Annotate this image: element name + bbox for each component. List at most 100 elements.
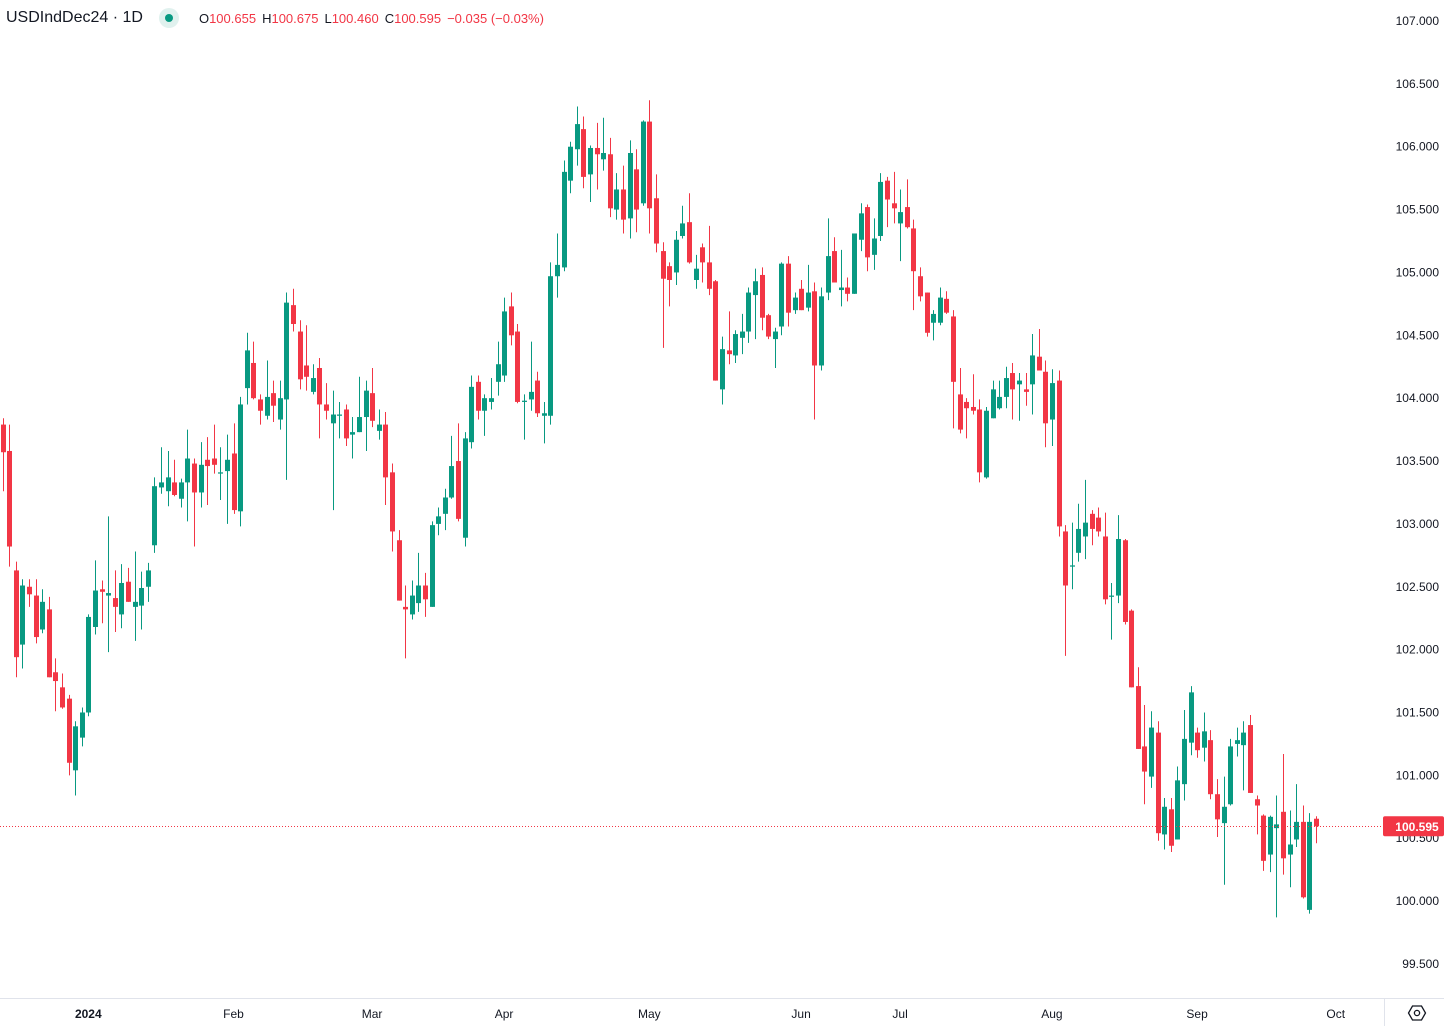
candle [1030,334,1035,415]
candle [449,435,454,499]
candle [271,380,276,423]
candle [212,424,217,474]
candle [839,249,844,307]
candle-body [185,458,190,483]
candle-body [674,239,679,273]
price-tick-label: 102.500 [1396,580,1440,594]
candle-body [1195,732,1200,751]
candle [291,288,296,332]
candle-body [555,264,560,277]
candle [522,394,527,440]
price-tick-label: 106.500 [1396,77,1440,91]
candle [654,174,659,253]
candle [383,412,388,506]
candle [225,434,230,524]
candle [1189,686,1194,756]
candle [509,292,514,346]
candle [799,279,804,311]
candle-body [746,292,751,332]
candle-body [1030,355,1035,385]
candle-body [1010,373,1015,390]
candle-body [1307,821,1312,910]
candle [535,371,540,418]
candle-body [126,581,131,602]
candle-body [469,386,474,443]
candle [958,367,963,434]
time-tick-label: 2024 [75,1007,102,1021]
candle-body [383,424,388,478]
symbol-title[interactable]: USDIndDec24 · 1D [6,9,143,26]
candle-body [1,424,6,453]
candle-body [476,381,481,411]
candle-body [1215,794,1220,820]
close-label: C [384,10,395,26]
candle-body [304,365,309,377]
candle-body [278,398,283,420]
candle [1043,360,1048,448]
time-tick-label: May [638,1007,661,1021]
candle [971,374,976,415]
candle [1235,727,1240,757]
candle [324,383,329,420]
candle [1195,727,1200,758]
candle [1103,512,1108,605]
candle [1301,805,1306,899]
price-tick-label: 103.000 [1396,517,1440,531]
time-tick-label: Sep [1186,1007,1208,1021]
candle-body [522,400,527,402]
price-tick-label: 101.000 [1396,768,1440,782]
candle-body [265,396,270,416]
candle [991,380,996,419]
candle [727,311,732,365]
candle-body [364,390,369,418]
candle-body [1169,809,1174,846]
candle-body [958,394,963,430]
candle [1162,797,1167,850]
candle [350,417,355,459]
candle [997,380,1002,410]
candle [700,243,705,283]
candle-body [773,331,778,340]
candle-body [911,228,916,272]
candle [443,488,448,531]
candle-body [832,251,837,283]
price-tick-label: 102.000 [1396,643,1440,657]
candle [1116,515,1121,604]
candle [568,141,573,194]
candle-body [984,410,989,478]
candle [865,204,870,272]
change-value: −0.035 (−0.03%) [447,10,544,26]
candle-body [898,212,903,224]
candle [1175,766,1180,840]
candle-body [1103,536,1108,600]
time-axis[interactable]: 2024 Feb Mar Apr May Jun Jul Aug Sep Oct [75,1007,1346,1021]
candle [469,375,474,449]
candle [1169,797,1174,853]
candle [760,267,765,331]
price-tick-label: 105.500 [1396,203,1440,217]
candle-body [73,726,78,771]
candle [456,423,461,522]
candle-body [47,609,52,678]
settings-hexagon-icon[interactable] [1407,1003,1427,1023]
price-tick-label: 104.500 [1396,328,1440,342]
candle-body [1314,818,1319,827]
candle-body [172,482,177,495]
candle [7,424,12,567]
candle-body [641,121,646,204]
candle [357,376,362,433]
candle-body [826,256,831,293]
candle-body [1050,383,1055,420]
price-axis[interactable]: 99.500100.000100.500101.000101.500102.00… [1396,14,1440,971]
candle-body [1076,528,1081,553]
candle [496,341,501,396]
candle-body [529,391,534,400]
candle [819,287,824,371]
candle [773,327,778,368]
candle-body [357,417,362,433]
candle-body [812,291,817,366]
candle-body [212,458,217,465]
candle-body [892,203,897,209]
candle-body [331,414,336,424]
